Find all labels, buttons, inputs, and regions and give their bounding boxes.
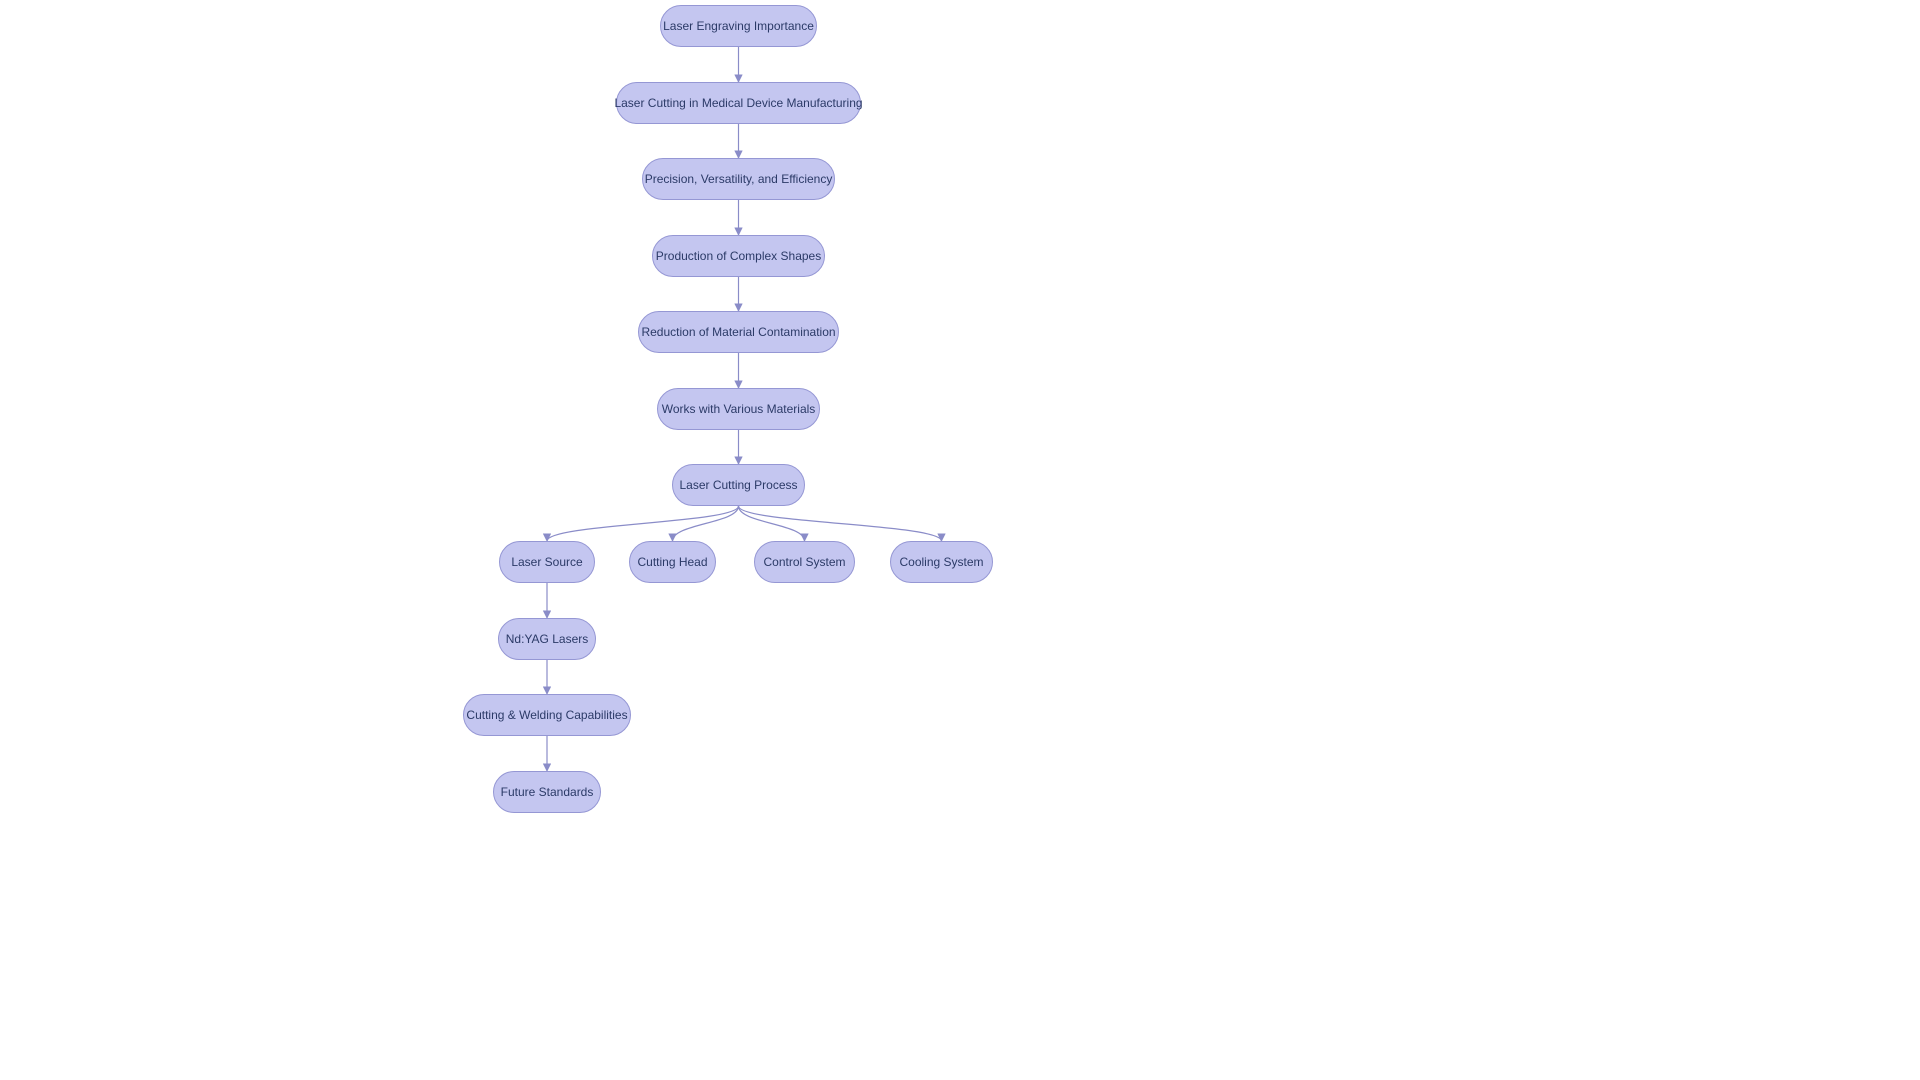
flowchart-edge — [739, 506, 805, 541]
flowchart-edge — [547, 506, 739, 541]
flowchart-node: Control System — [754, 541, 855, 583]
flowchart-node: Works with Various Materials — [657, 388, 820, 430]
node-label: Cutting & Welding Capabilities — [466, 708, 627, 722]
node-label: Production of Complex Shapes — [656, 249, 821, 263]
node-label: Reduction of Material Contamination — [641, 325, 835, 339]
node-label: Laser Engraving Importance — [663, 19, 814, 33]
flowchart-node: Laser Cutting Process — [672, 464, 805, 506]
flowchart-canvas: Laser Engraving Importance Laser Cutting … — [0, 0, 1920, 1080]
flowchart-node: Production of Complex Shapes — [652, 235, 825, 277]
node-label: Laser Cutting in Medical Device Manufact… — [614, 96, 862, 110]
flowchart-edge — [739, 506, 942, 541]
node-label: Cooling System — [899, 555, 983, 569]
node-label: Cutting Head — [637, 555, 707, 569]
flowchart-node: Cutting Head — [629, 541, 716, 583]
flowchart-node: Laser Cutting in Medical Device Manufact… — [616, 82, 861, 124]
flowchart-node: Laser Source — [499, 541, 595, 583]
node-label: Nd:YAG Lasers — [506, 632, 588, 646]
edges-layer — [0, 0, 1920, 1080]
node-label: Precision, Versatility, and Efficiency — [645, 172, 833, 186]
node-label: Laser Cutting Process — [679, 478, 797, 492]
node-label: Future Standards — [501, 785, 594, 799]
flowchart-node: Precision, Versatility, and Efficiency — [642, 158, 835, 200]
node-label: Laser Source — [511, 555, 582, 569]
flowchart-node: Cutting & Welding Capabilities — [463, 694, 631, 736]
flowchart-node: Nd:YAG Lasers — [498, 618, 596, 660]
node-label: Works with Various Materials — [662, 402, 816, 416]
node-label: Control System — [763, 555, 845, 569]
flowchart-node: Future Standards — [493, 771, 601, 813]
flowchart-node: Cooling System — [890, 541, 993, 583]
flowchart-node: Reduction of Material Contamination — [638, 311, 839, 353]
flowchart-node: Laser Engraving Importance — [660, 5, 817, 47]
flowchart-edge — [673, 506, 739, 541]
